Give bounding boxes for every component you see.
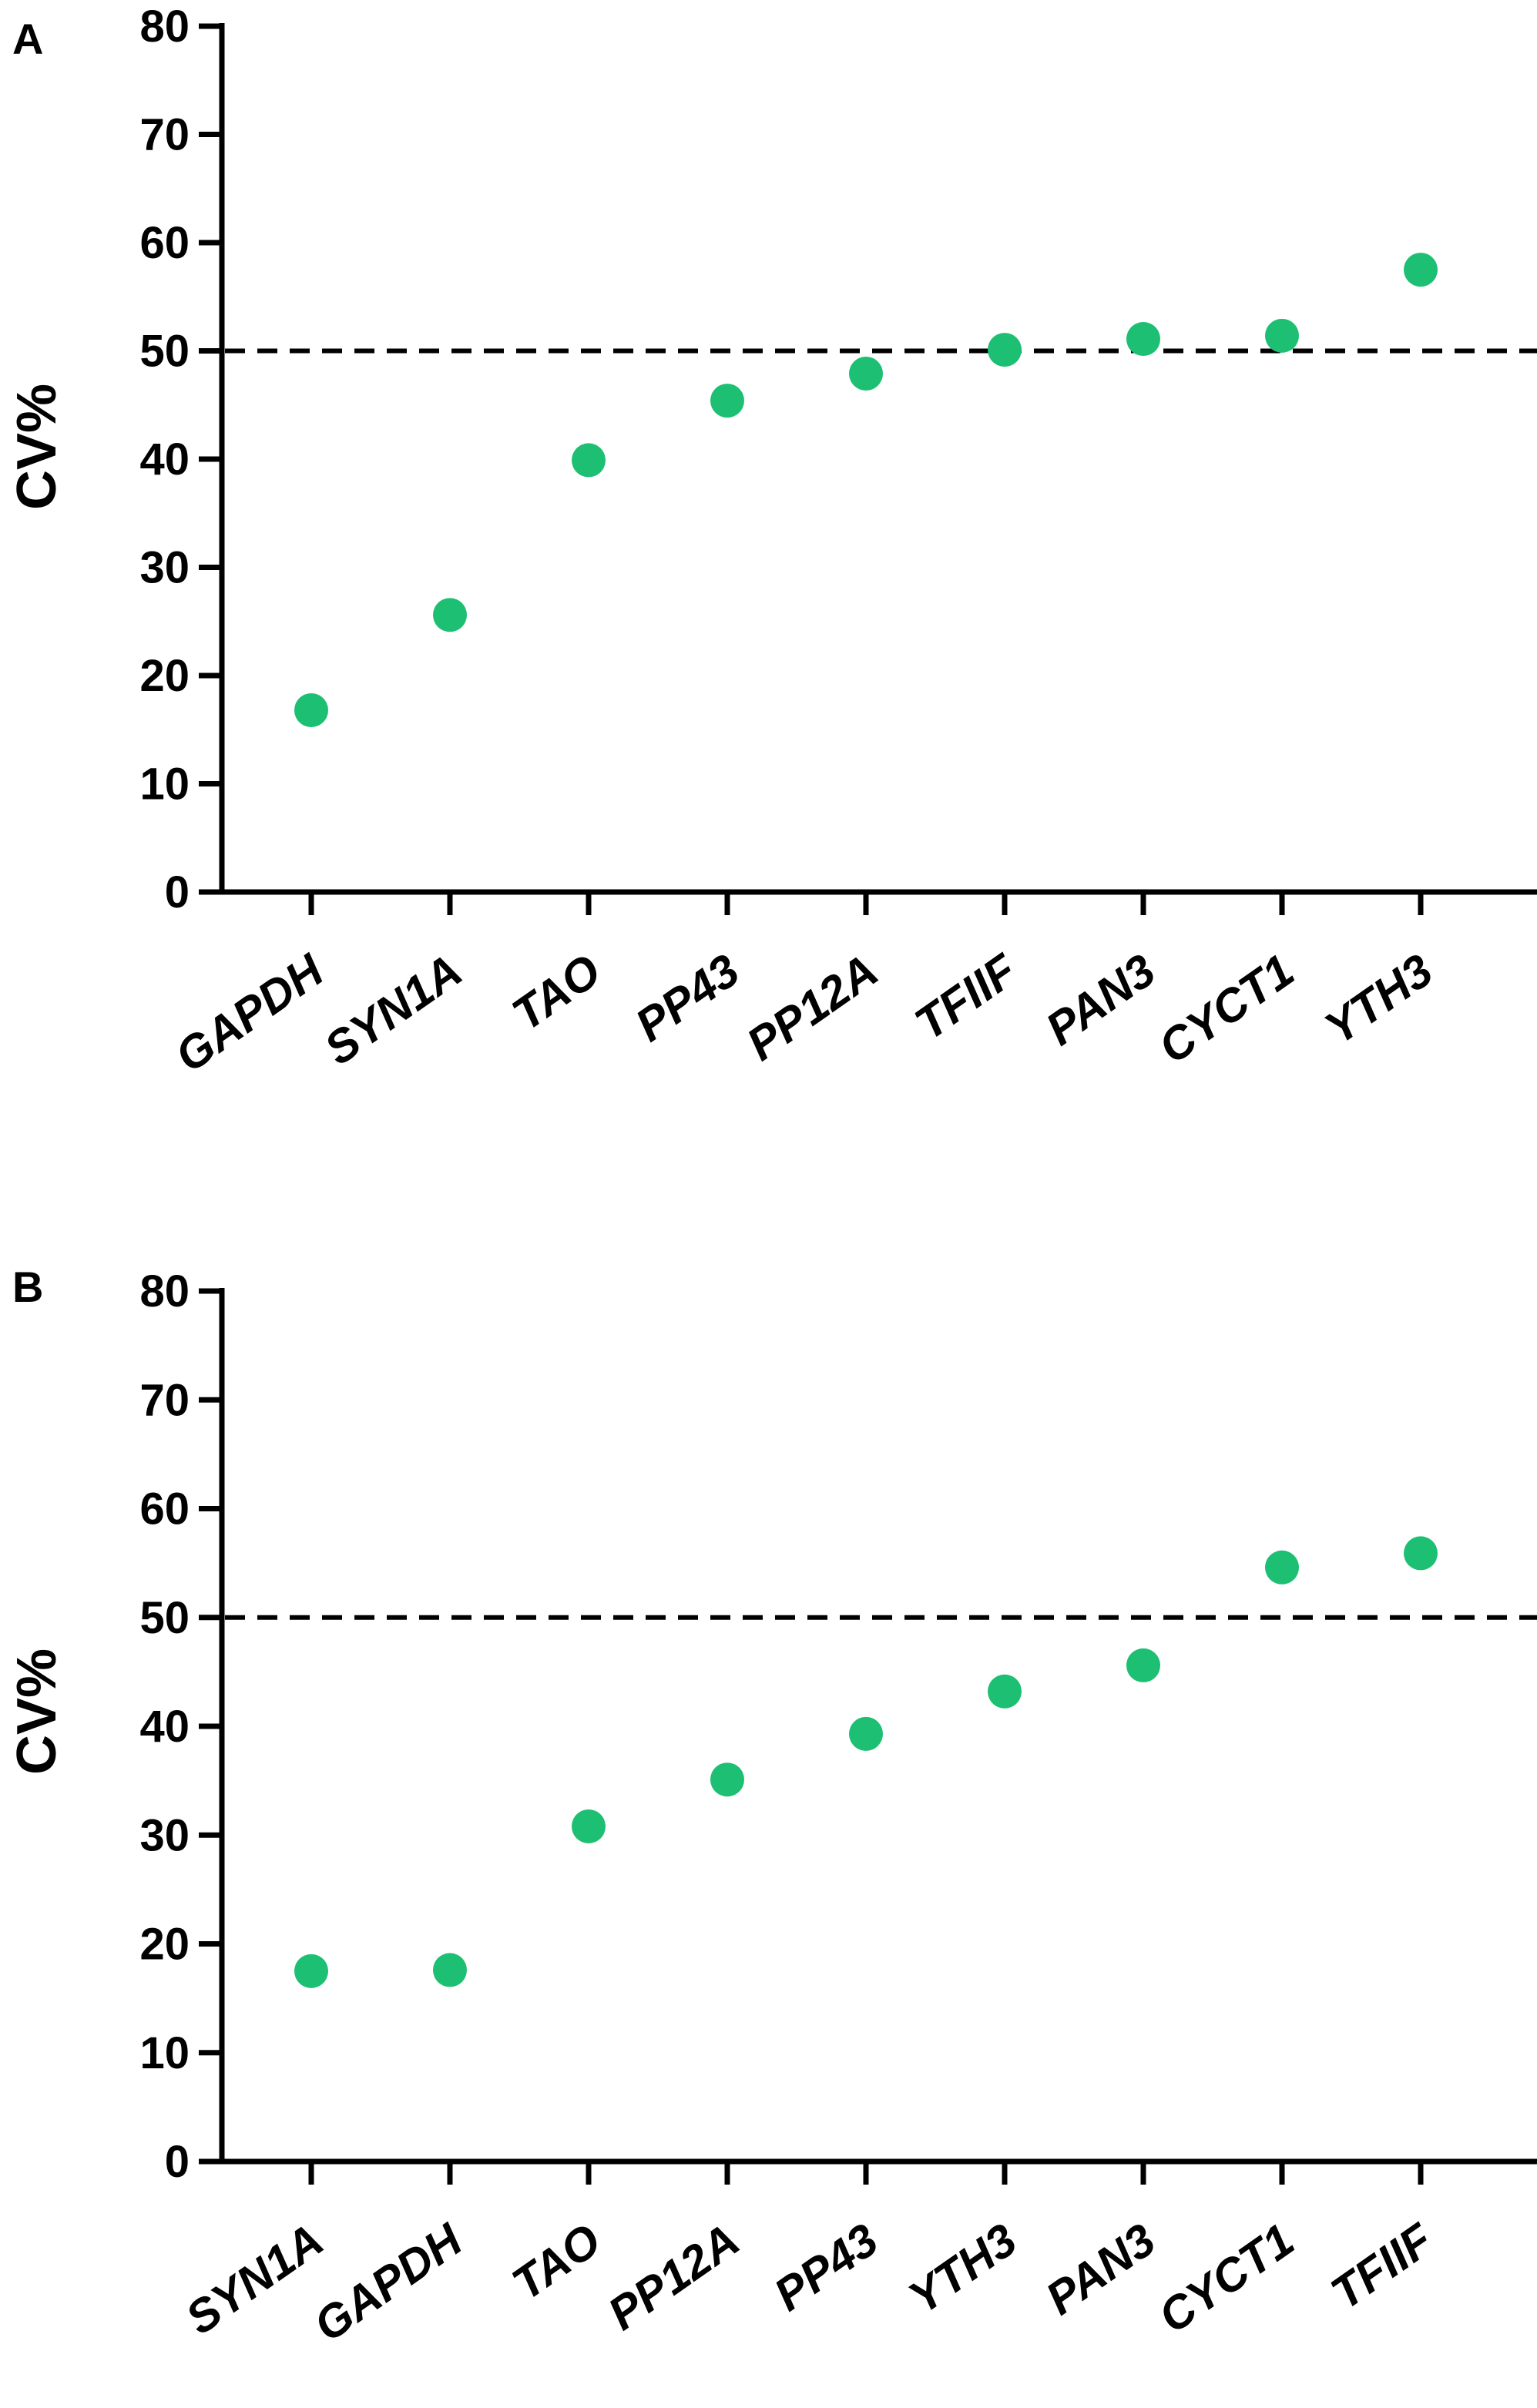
x-tick-label: TAO — [503, 2214, 610, 2310]
y-tick-label: 60 — [139, 218, 190, 268]
y-tick-label: 0 — [165, 867, 190, 917]
x-tick-label: PAN3 — [1037, 944, 1165, 1055]
x-tick-label: CYCT1 — [1149, 2214, 1304, 2343]
data-point — [849, 1716, 883, 1751]
y-tick-label: 30 — [139, 1810, 190, 1860]
y-tick-label: 30 — [139, 543, 190, 593]
y-axis-title: CV% — [6, 1648, 68, 1775]
x-tick-label: PP43 — [765, 2214, 888, 2321]
y-tick-label: 70 — [139, 110, 190, 160]
x-tick-label: TAO — [503, 944, 610, 1041]
data-point — [433, 1953, 467, 1987]
x-tick-label: YTH3 — [899, 2214, 1025, 2324]
data-point — [294, 1954, 328, 1988]
data-point — [1404, 1536, 1438, 1571]
x-tick-label: GAPDH — [305, 2213, 472, 2352]
data-point — [572, 1809, 606, 1843]
y-tick-label: 0 — [165, 2137, 190, 2187]
data-point — [988, 1674, 1022, 1709]
panel-label: B — [12, 1263, 43, 1311]
x-tick-label: CYCT1 — [1149, 944, 1304, 1074]
data-point — [1265, 1550, 1299, 1585]
y-tick-label: 80 — [139, 1266, 190, 1316]
y-tick-label: 60 — [139, 1484, 190, 1534]
y-tick-label: 70 — [139, 1375, 190, 1425]
y-tick-label: 20 — [139, 1920, 190, 1970]
y-tick-label: 80 — [139, 2, 190, 52]
x-tick-label: PAN3 — [1037, 2214, 1165, 2325]
data-point — [849, 357, 883, 391]
data-point — [988, 333, 1022, 367]
data-point — [1126, 322, 1160, 357]
y-tick-label: 40 — [139, 434, 190, 485]
y-tick-label: 50 — [139, 327, 190, 377]
data-point — [710, 1762, 744, 1797]
y-tick-label: 10 — [139, 2028, 190, 2078]
x-tick-label: YTH3 — [1315, 944, 1441, 1055]
panel-label: A — [12, 15, 43, 63]
y-tick-label: 10 — [139, 760, 190, 810]
x-tick-label: SYN1A — [176, 2214, 332, 2345]
x-tick-label: TFIIF — [1322, 2213, 1443, 2319]
data-point — [710, 384, 744, 418]
x-tick-label: PP12A — [737, 944, 887, 1071]
data-point — [572, 443, 606, 478]
x-tick-label: PP43 — [626, 944, 749, 1051]
x-tick-label: PP12A — [599, 2214, 748, 2340]
data-point — [1126, 1648, 1160, 1682]
y-tick-label: 20 — [139, 651, 190, 701]
y-tick-label: 40 — [139, 1702, 190, 1752]
data-point — [1265, 318, 1299, 353]
x-tick-label: GAPDH — [166, 944, 334, 1082]
data-point — [1404, 253, 1438, 287]
data-point — [294, 693, 328, 727]
y-axis-title: CV% — [6, 384, 68, 510]
y-tick-label: 50 — [139, 1593, 190, 1643]
data-point — [433, 598, 467, 632]
x-tick-label: SYN1A — [315, 944, 471, 1075]
x-tick-label: TFIIF — [906, 944, 1027, 1050]
